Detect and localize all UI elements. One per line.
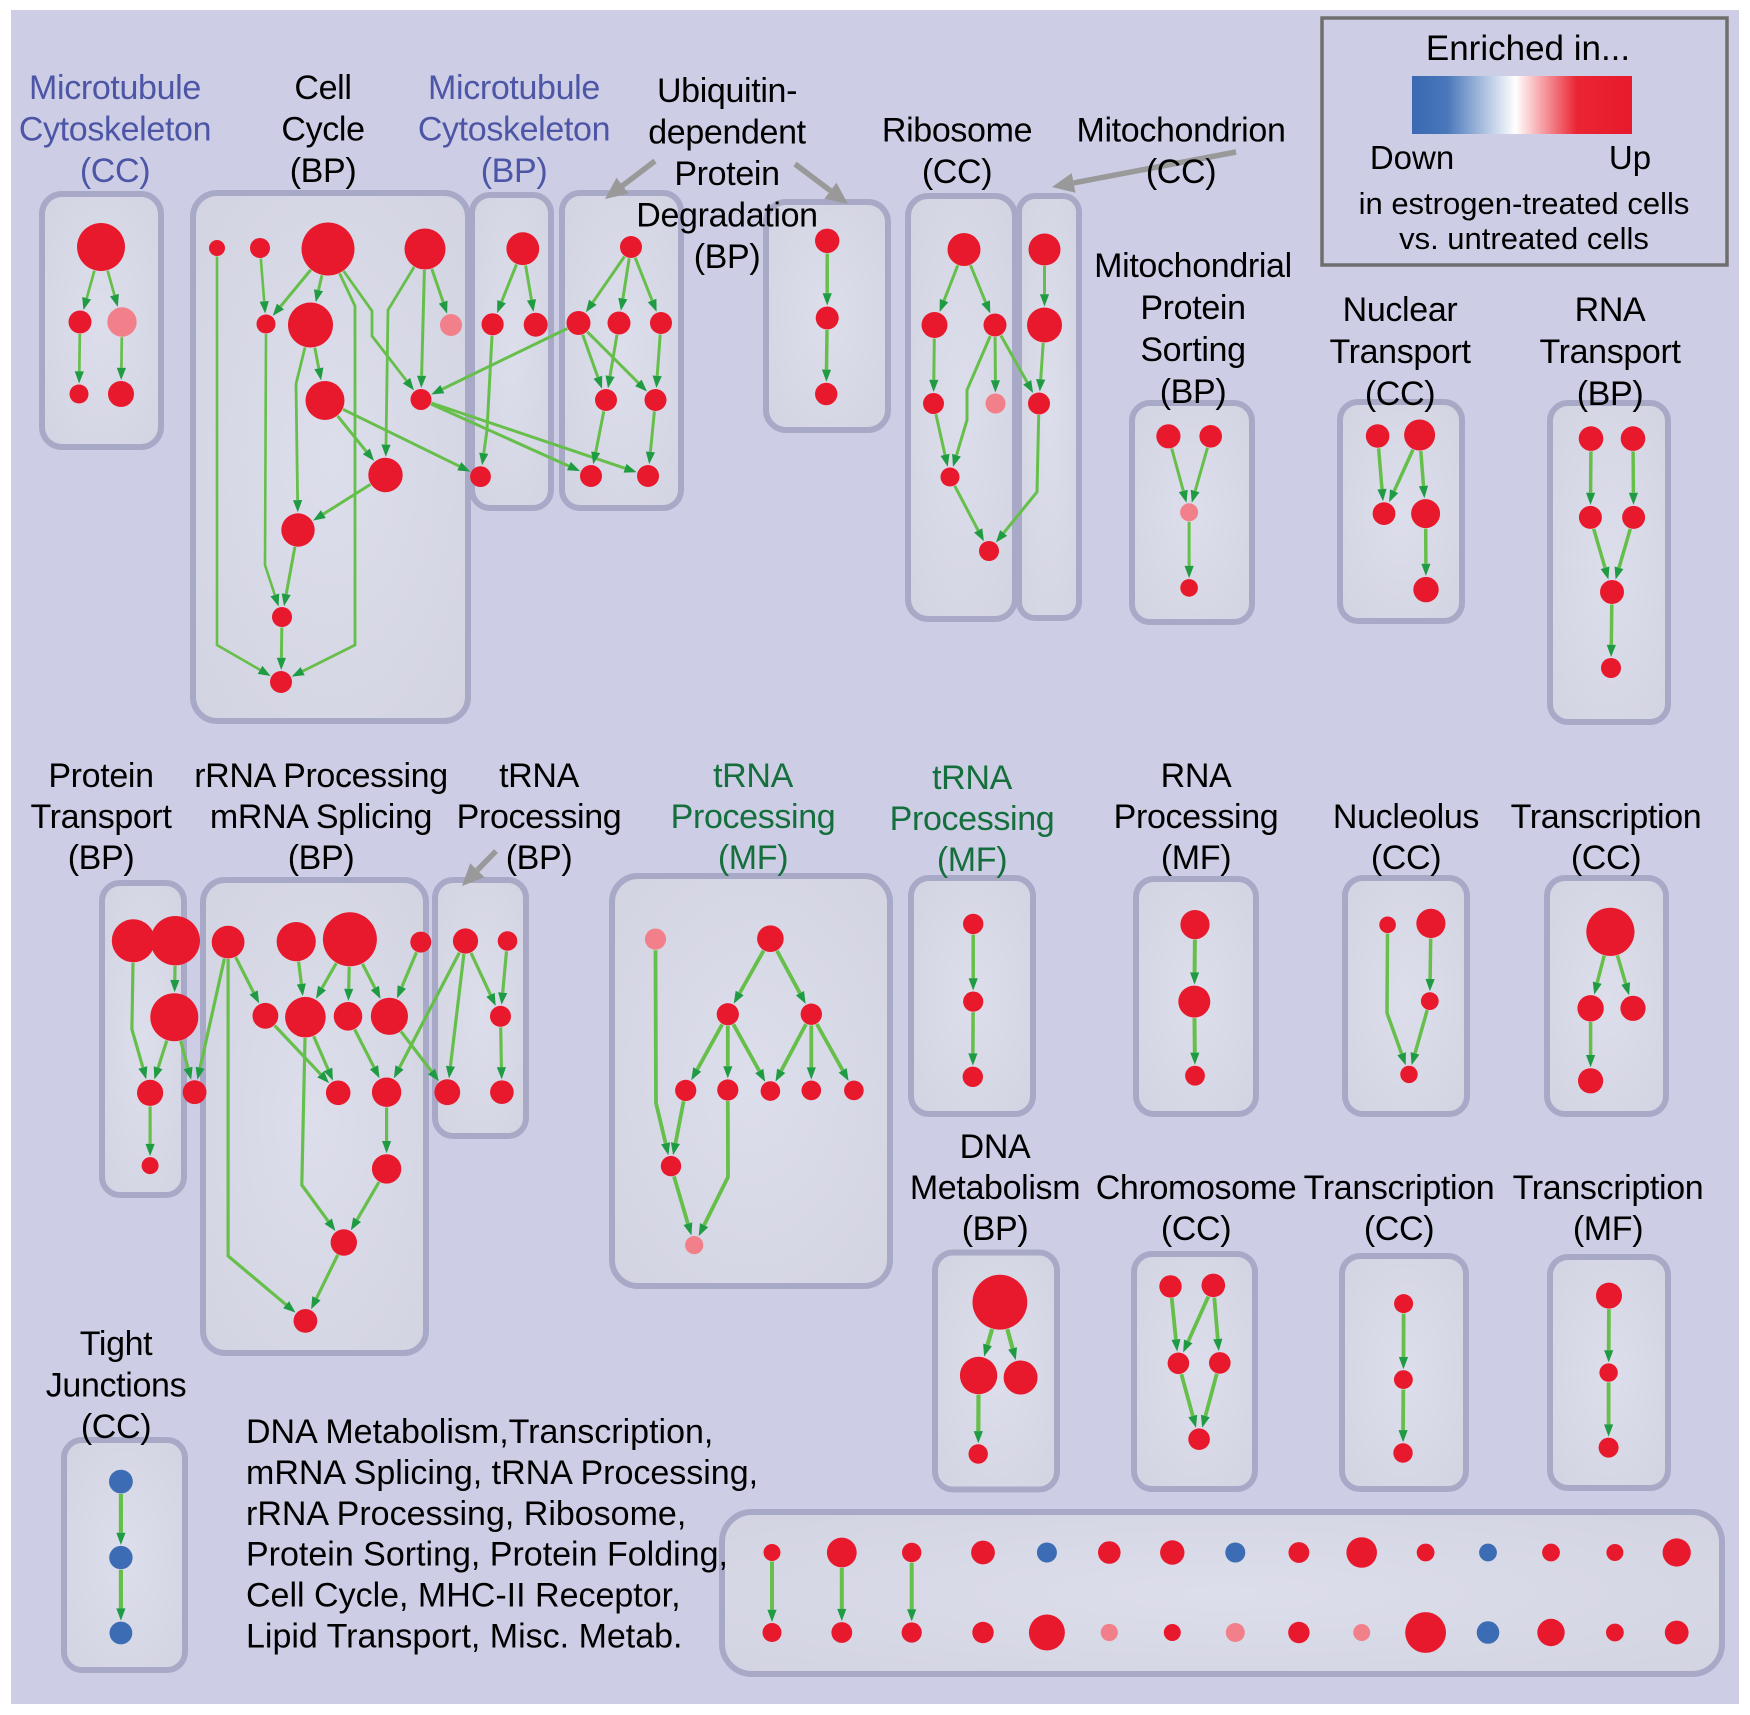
svg-text:Transport: Transport — [1329, 333, 1471, 371]
svg-text:Ribosome: Ribosome — [882, 112, 1032, 150]
svg-text:(BP): (BP) — [68, 839, 135, 877]
svg-text:(BP): (BP) — [506, 839, 573, 877]
svg-text:(BP): (BP) — [481, 152, 548, 190]
svg-text:Cytoskeleton: Cytoskeleton — [19, 111, 211, 149]
svg-text:Cycle: Cycle — [281, 111, 364, 149]
svg-text:Ubiquitin-: Ubiquitin- — [657, 72, 797, 110]
svg-text:Processing: Processing — [890, 800, 1055, 838]
svg-text:Down: Down — [1370, 139, 1454, 176]
svg-text:(CC): (CC) — [1364, 1210, 1434, 1248]
svg-text:Protein: Protein — [674, 155, 779, 193]
svg-text:(CC): (CC) — [922, 153, 992, 191]
svg-text:Transport: Transport — [1539, 333, 1681, 371]
svg-text:Transcription: Transcription — [1513, 1169, 1704, 1207]
svg-text:(BP): (BP) — [694, 238, 761, 276]
svg-text:(BP): (BP) — [1577, 375, 1644, 413]
svg-text:Nucleolus: Nucleolus — [1333, 798, 1479, 836]
svg-text:Cell: Cell — [294, 69, 351, 107]
svg-text:vs. untreated cells: vs. untreated cells — [1399, 221, 1649, 256]
svg-text:(BP): (BP) — [288, 839, 355, 877]
svg-text:DNA Metabolism,Transcription,: DNA Metabolism,Transcription, — [246, 1413, 713, 1451]
svg-text:rRNA Processing: rRNA Processing — [194, 757, 448, 795]
svg-text:Metabolism: Metabolism — [910, 1169, 1080, 1207]
svg-text:(CC): (CC) — [1365, 375, 1435, 413]
svg-text:Processing: Processing — [671, 798, 836, 836]
svg-text:(CC): (CC) — [1146, 153, 1216, 191]
svg-text:Cell Cycle, MHC-II Receptor,: Cell Cycle, MHC-II Receptor, — [246, 1577, 681, 1615]
svg-text:Mitochondrion: Mitochondrion — [1076, 112, 1285, 150]
svg-text:Chromosome: Chromosome — [1096, 1169, 1297, 1207]
svg-text:Protein Sorting, Protein Foldi: Protein Sorting, Protein Folding, — [246, 1536, 728, 1574]
svg-text:(MF): (MF) — [1573, 1210, 1643, 1248]
svg-text:Microtubule: Microtubule — [29, 69, 201, 107]
svg-text:Mitochondrial: Mitochondrial — [1094, 247, 1292, 285]
svg-text:Transcription: Transcription — [1304, 1169, 1495, 1207]
svg-text:Microtubule: Microtubule — [428, 69, 600, 107]
svg-text:mRNA Splicing: mRNA Splicing — [210, 798, 432, 836]
svg-text:in estrogen-treated cells: in estrogen-treated cells — [1359, 186, 1690, 221]
svg-text:Enriched in...: Enriched in... — [1426, 29, 1630, 68]
svg-text:mRNA Splicing, tRNA Processing: mRNA Splicing, tRNA Processing, — [246, 1454, 758, 1492]
svg-text:(CC): (CC) — [1371, 839, 1441, 877]
svg-text:(BP): (BP) — [1160, 373, 1227, 411]
svg-text:Lipid Transport, Misc. Metab.: Lipid Transport, Misc. Metab. — [246, 1618, 683, 1656]
svg-text:(BP): (BP) — [962, 1210, 1029, 1248]
svg-text:(CC): (CC) — [80, 152, 150, 190]
svg-text:(CC): (CC) — [1571, 839, 1641, 877]
svg-text:(MF): (MF) — [718, 839, 788, 877]
svg-text:rRNA Processing, Ribosome,: rRNA Processing, Ribosome, — [246, 1495, 686, 1533]
svg-text:(MF): (MF) — [937, 841, 1007, 879]
svg-text:Cytoskeleton: Cytoskeleton — [418, 111, 610, 149]
svg-text:Protein: Protein — [1140, 289, 1245, 327]
svg-text:Tight: Tight — [80, 1325, 153, 1363]
svg-text:dependent: dependent — [648, 114, 806, 152]
svg-text:RNA: RNA — [1161, 757, 1232, 795]
svg-text:RNA: RNA — [1575, 291, 1646, 329]
svg-text:(MF): (MF) — [1161, 839, 1231, 877]
svg-text:tRNA: tRNA — [713, 757, 794, 795]
svg-text:(CC): (CC) — [81, 1408, 151, 1446]
svg-text:Processing: Processing — [1114, 798, 1279, 836]
svg-text:tRNA: tRNA — [499, 757, 580, 795]
svg-text:tRNA: tRNA — [932, 759, 1013, 797]
svg-text:Processing: Processing — [457, 798, 622, 836]
svg-text:Degradation: Degradation — [636, 197, 817, 235]
svg-text:DNA: DNA — [960, 1128, 1031, 1166]
svg-text:Sorting: Sorting — [1140, 331, 1245, 369]
svg-text:Up: Up — [1609, 139, 1651, 176]
svg-text:Nuclear: Nuclear — [1343, 291, 1458, 329]
svg-text:Protein: Protein — [48, 757, 153, 795]
svg-text:Transcription: Transcription — [1511, 798, 1702, 836]
svg-text:Transport: Transport — [30, 798, 172, 836]
svg-text:(BP): (BP) — [290, 152, 357, 190]
svg-text:(CC): (CC) — [1161, 1210, 1231, 1248]
svg-text:Junctions: Junctions — [46, 1367, 187, 1405]
